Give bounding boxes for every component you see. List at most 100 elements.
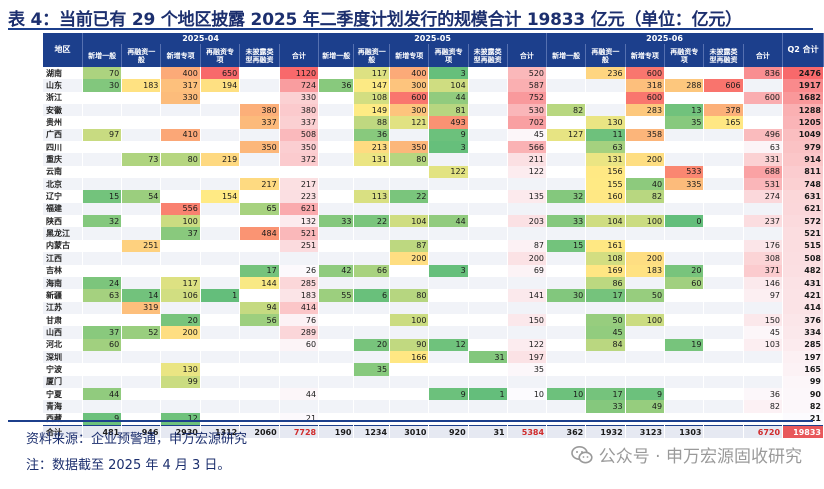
cell-m4-5: 337 xyxy=(279,116,320,129)
cell-m4-0 xyxy=(82,116,123,129)
cell-m5-2 xyxy=(389,202,430,216)
row-region: 新疆 xyxy=(43,289,84,302)
cell-m6-3 xyxy=(664,326,705,339)
cell-m5-2: 104 xyxy=(389,215,430,228)
row-region: 浙江 xyxy=(43,91,84,105)
cell-m5-2: 166 xyxy=(389,350,430,364)
cell-m5-4 xyxy=(468,128,508,142)
col-header-04-5: 合计 xyxy=(279,44,320,67)
cell-m4-1 xyxy=(121,67,162,80)
row-region: 宁波 xyxy=(43,363,84,376)
cell-m6-0: 10 xyxy=(546,387,587,401)
cell-m6-3 xyxy=(664,128,705,142)
cell-m5-0 xyxy=(318,350,355,364)
cell-m4-5: 1120 xyxy=(279,67,320,80)
cell-m5-3 xyxy=(428,412,469,426)
cell-m6-5 xyxy=(743,116,784,129)
cell-m5-0 xyxy=(318,227,355,240)
cell-m6-2: 200 xyxy=(625,252,666,265)
wechat-icon xyxy=(570,445,593,463)
row-region: 内蒙古 xyxy=(43,239,84,253)
row-region: 四川 xyxy=(43,141,84,154)
cell-m6-1: 45 xyxy=(585,326,626,339)
cell-m5-2 xyxy=(389,128,430,142)
cell-m5-0 xyxy=(318,67,355,80)
cell-m6-5: 688 xyxy=(743,165,784,179)
cell-m4-1 xyxy=(121,227,162,240)
cell-m5-1 xyxy=(353,375,391,388)
cell-m4-5 xyxy=(279,363,320,376)
cell-m6-4 xyxy=(703,363,744,376)
cell-m6-3: 533 xyxy=(664,165,705,179)
cell-m4-3 xyxy=(200,301,241,314)
cell-m6-5 xyxy=(743,301,784,314)
cell-m6-0 xyxy=(546,178,587,191)
cell-m4-1 xyxy=(121,104,162,117)
table-row: 山西 37 52 200 289 45 45 334 xyxy=(43,326,824,339)
row-region: 陕西 xyxy=(43,215,84,228)
cell-m5-5: 203 xyxy=(507,215,548,228)
cell-m6-0 xyxy=(546,313,587,327)
cell-m6-2: 100 xyxy=(625,215,666,228)
cell-m5-5: 752 xyxy=(507,91,548,105)
cell-m5-4 xyxy=(468,202,508,216)
cell-m5-1: 36 xyxy=(353,128,391,142)
total-m5-5: 5384 xyxy=(507,424,548,439)
cell-m5-0: 36 xyxy=(318,79,355,92)
cell-m6-3 xyxy=(664,387,705,401)
cell-m4-3 xyxy=(200,91,241,105)
issuance-table: 地区 2025-04 2025-05 2025-06 Q2 合计 新增一般 再融资… xyxy=(43,33,824,439)
cell-m4-2: 410 xyxy=(160,128,201,142)
cell-m6-2 xyxy=(625,141,666,154)
cell-m6-3 xyxy=(664,252,705,265)
cell-m4-0 xyxy=(82,91,123,105)
cell-m6-2 xyxy=(625,338,666,351)
cell-m5-4 xyxy=(468,141,508,154)
cell-m5-4 xyxy=(468,190,508,203)
cell-q2-total: 572 xyxy=(782,215,824,228)
cell-q2-total: 431 xyxy=(782,276,824,290)
cell-m6-0 xyxy=(546,141,587,154)
cell-m6-2: 49 xyxy=(625,400,666,413)
total-m6-0: 362 xyxy=(546,424,587,439)
cell-m4-0 xyxy=(82,313,123,327)
cell-m5-0 xyxy=(318,313,355,327)
cell-m5-2 xyxy=(389,264,430,277)
cell-m5-4 xyxy=(468,153,508,166)
cell-m5-3 xyxy=(428,363,469,376)
cell-m5-5: 566 xyxy=(507,141,548,154)
cell-m4-2 xyxy=(160,116,201,129)
cell-m6-4 xyxy=(703,301,744,314)
cell-m4-4: 17 xyxy=(239,264,280,277)
cell-m5-2 xyxy=(389,276,430,290)
cell-q2-total: 979 xyxy=(782,141,824,154)
cell-m5-3: 9 xyxy=(428,387,469,401)
cell-q2-total: 748 xyxy=(782,178,824,191)
cell-m6-3 xyxy=(664,412,705,426)
cell-m5-3: 81 xyxy=(428,104,469,117)
cell-m5-4 xyxy=(468,67,508,80)
cell-q2-total: 515 xyxy=(782,239,824,253)
cell-m6-0 xyxy=(546,153,587,166)
watermark: 公众号 · 申万宏源固收研究 xyxy=(570,442,802,467)
cell-q2-total: 482 xyxy=(782,264,824,277)
cell-m5-1: 35 xyxy=(353,363,391,376)
cell-m4-5: 76 xyxy=(279,313,320,327)
cell-m4-4: 144 xyxy=(239,276,280,290)
cell-m6-4 xyxy=(703,276,744,290)
cell-m5-5 xyxy=(507,276,548,290)
cell-m4-5: 330 xyxy=(279,91,320,105)
cell-m4-4 xyxy=(239,67,280,80)
cell-m6-3: 19 xyxy=(664,338,705,351)
cell-m4-0: 63 xyxy=(82,289,123,302)
cell-m4-1: 251 xyxy=(121,239,162,253)
cell-m5-3 xyxy=(428,375,469,388)
cell-m6-3: 335 xyxy=(664,178,705,191)
cell-m5-1 xyxy=(353,227,391,240)
col-header-06-1: 再融资一般 xyxy=(585,44,626,67)
cell-m5-0 xyxy=(318,326,355,339)
cell-m6-5: 36 xyxy=(743,387,784,401)
cell-m4-3 xyxy=(200,178,241,191)
cell-m4-3 xyxy=(200,400,241,413)
cell-m6-5 xyxy=(743,363,784,376)
